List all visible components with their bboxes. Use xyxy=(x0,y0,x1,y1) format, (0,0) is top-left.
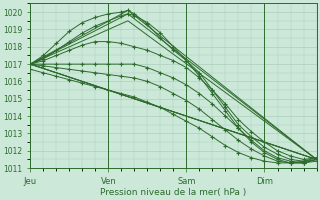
X-axis label: Pression niveau de la mer( hPa ): Pression niveau de la mer( hPa ) xyxy=(100,188,247,197)
